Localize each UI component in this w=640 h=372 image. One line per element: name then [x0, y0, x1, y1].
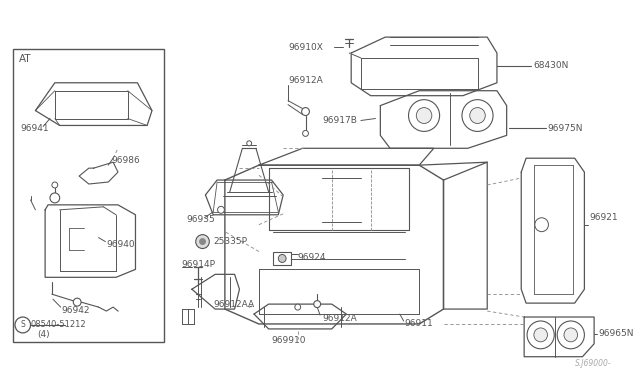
- Text: 96965N: 96965N: [598, 329, 634, 339]
- Circle shape: [470, 108, 485, 124]
- Circle shape: [200, 238, 205, 244]
- Text: 96921: 96921: [589, 213, 618, 222]
- Text: AT: AT: [19, 54, 31, 64]
- Text: 969910: 969910: [271, 336, 306, 345]
- Circle shape: [74, 298, 81, 306]
- Text: 96935: 96935: [186, 215, 215, 224]
- Circle shape: [314, 301, 321, 308]
- Circle shape: [247, 141, 252, 146]
- Circle shape: [295, 304, 301, 310]
- Circle shape: [534, 328, 547, 342]
- Circle shape: [50, 193, 60, 203]
- Bar: [273, 251, 291, 265]
- Text: (4): (4): [37, 330, 50, 339]
- Circle shape: [218, 206, 225, 213]
- Text: 96924: 96924: [298, 253, 326, 262]
- Text: 96912AA: 96912AA: [213, 299, 254, 309]
- Text: 96917B: 96917B: [322, 116, 357, 125]
- Text: S.J69000-: S.J69000-: [575, 359, 611, 368]
- Text: 96986: 96986: [111, 156, 140, 165]
- Text: 96942: 96942: [61, 305, 90, 315]
- Text: 96910X: 96910X: [288, 42, 323, 52]
- Circle shape: [52, 182, 58, 188]
- Text: 96912A: 96912A: [322, 314, 356, 324]
- Text: 68430N: 68430N: [533, 61, 568, 70]
- Circle shape: [557, 321, 584, 349]
- Text: 96940: 96940: [106, 240, 135, 249]
- Circle shape: [462, 100, 493, 131]
- Circle shape: [416, 108, 432, 124]
- Circle shape: [196, 235, 209, 248]
- Circle shape: [527, 321, 554, 349]
- Circle shape: [535, 218, 548, 232]
- Circle shape: [301, 108, 309, 116]
- Bar: [13, 49, 164, 342]
- Circle shape: [408, 100, 440, 131]
- Circle shape: [278, 254, 286, 262]
- Text: 08540-51212: 08540-51212: [31, 320, 86, 330]
- Text: 96941: 96941: [21, 124, 49, 133]
- Text: S: S: [20, 320, 25, 330]
- Text: 25335P: 25335P: [213, 237, 247, 246]
- Text: 96975N: 96975N: [547, 124, 583, 133]
- Text: 96914P: 96914P: [181, 260, 215, 269]
- Text: 96911: 96911: [404, 320, 433, 328]
- Circle shape: [15, 317, 31, 333]
- Circle shape: [303, 131, 308, 137]
- Circle shape: [564, 328, 577, 342]
- Text: 96912A: 96912A: [288, 76, 323, 85]
